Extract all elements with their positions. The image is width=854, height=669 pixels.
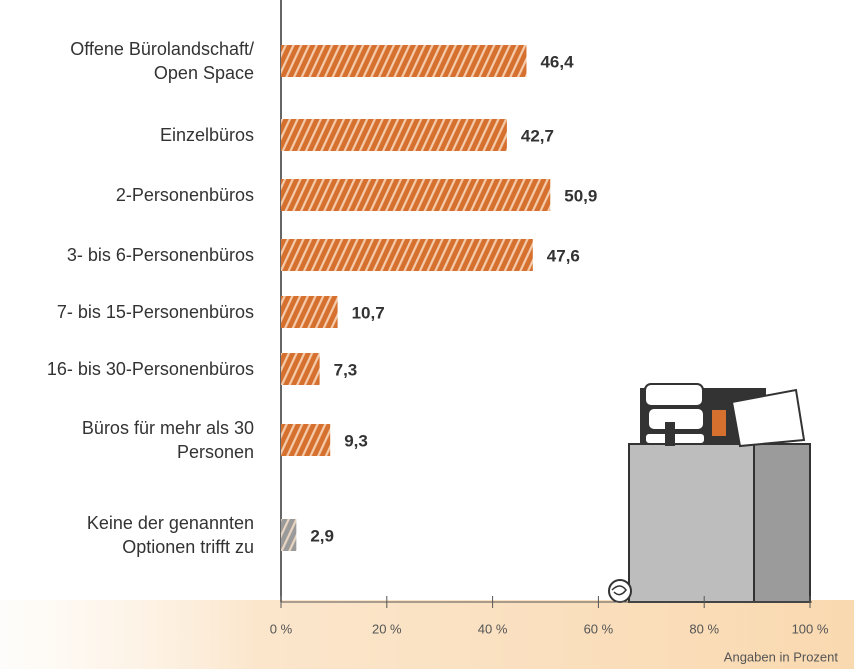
bar: [281, 353, 320, 385]
value-label: 2,9: [310, 526, 334, 545]
category-label: Keine der genannten Optionen trifft zu: [86, 513, 254, 557]
bar: [281, 45, 527, 77]
bar: [281, 424, 331, 456]
category-label: Offene Bürolandschaft/ Open Space: [70, 39, 254, 83]
bar: [281, 239, 533, 271]
category-label: 3- bis 6-Personenbüros: [66, 245, 254, 265]
value-label: 47,6: [547, 246, 580, 265]
value-label: 46,4: [540, 52, 574, 71]
bar: [281, 179, 551, 211]
x-tick-label: 0 %: [270, 621, 293, 636]
x-tick-label: 60 %: [584, 621, 614, 636]
x-axis-label: Angaben in Prozent: [724, 649, 839, 664]
bar: [281, 519, 297, 551]
bar: [281, 119, 507, 151]
category-label: 2-Personenbüros: [115, 185, 254, 205]
illustration: [608, 383, 811, 603]
category-label: 7- bis 15-Personenbüros: [56, 302, 254, 322]
value-label: 9,3: [344, 431, 368, 450]
value-label: 42,7: [521, 126, 554, 145]
x-tick-label: 20 %: [372, 621, 402, 636]
x-tick-label: 100 %: [792, 621, 829, 636]
bar: [281, 296, 338, 328]
category-label: Büros für mehr als 30 Personen: [81, 418, 254, 462]
footer-band: [0, 600, 854, 669]
value-label: 50,9: [564, 186, 597, 205]
x-tick-label: 40 %: [478, 621, 508, 636]
value-label: 10,7: [352, 303, 385, 322]
x-tick-label: 80 %: [689, 621, 719, 636]
value-label: 7,3: [334, 360, 358, 379]
category-label: Einzelbüros: [159, 125, 254, 145]
category-label: 16- bis 30-Personenbüros: [46, 359, 254, 379]
